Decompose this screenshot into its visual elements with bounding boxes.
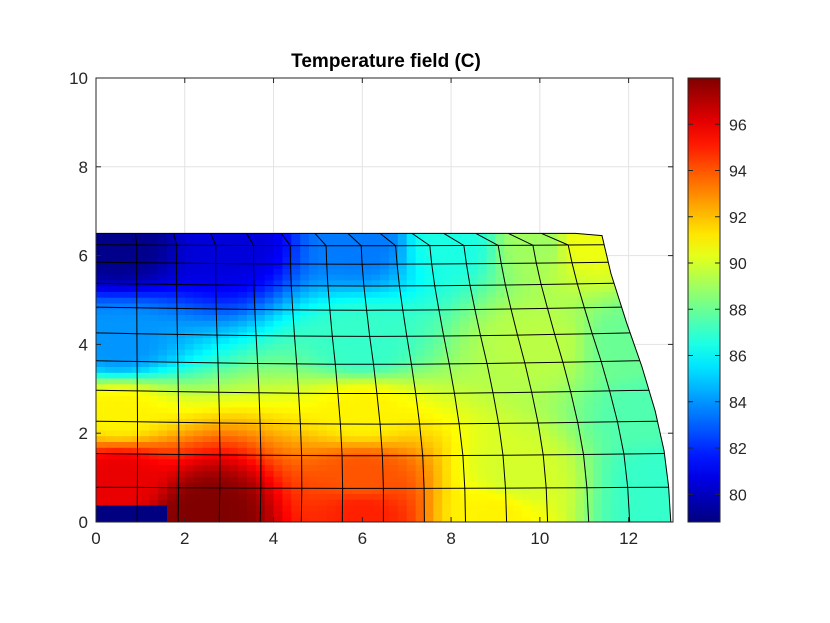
y-axis-tick-labels: 0 2 4 6 8 10 bbox=[69, 69, 88, 532]
x-axis-tick-labels: 0 2 4 6 8 10 12 bbox=[91, 529, 638, 548]
y-tick-label: 2 bbox=[79, 424, 88, 443]
colorbar-tick-label: 96 bbox=[729, 117, 747, 134]
colorbar-tick-label: 92 bbox=[729, 210, 747, 227]
chart-title: Temperature field (C) bbox=[291, 51, 481, 72]
y-tick-label: 8 bbox=[79, 158, 88, 177]
x-tick-label: 2 bbox=[180, 529, 189, 548]
y-tick-label: 10 bbox=[69, 69, 88, 88]
x-tick-label: 10 bbox=[530, 529, 549, 548]
mesh-column-line bbox=[173, 233, 180, 523]
x-tick-label: 0 bbox=[91, 529, 100, 548]
mesh-column-line bbox=[280, 233, 303, 523]
axis-tick-marks bbox=[95, 77, 673, 523]
mesh-lines bbox=[95, 232, 669, 523]
mesh-column-line bbox=[210, 233, 221, 523]
mesh-column-line bbox=[411, 232, 466, 523]
colorbar-tick-label: 88 bbox=[729, 302, 747, 319]
mesh-column-line bbox=[443, 232, 508, 523]
temperature-field bbox=[96, 233, 671, 522]
colorbar-tick-label: 94 bbox=[729, 164, 747, 181]
x-tick-label: 6 bbox=[358, 529, 367, 548]
mesh-column-line bbox=[246, 233, 262, 523]
mesh-column-line bbox=[314, 233, 344, 523]
domain-outline bbox=[95, 232, 672, 523]
colorbar-ticks: 80 82 84 86 88 90 92 94 96 bbox=[688, 117, 747, 504]
colorbar-tick-label: 84 bbox=[729, 395, 747, 412]
colorbar-tick-label: 80 bbox=[729, 487, 747, 504]
y-tick-label: 4 bbox=[79, 335, 88, 354]
colorbar-tick-label: 90 bbox=[729, 256, 747, 273]
mesh-column-line bbox=[508, 232, 590, 523]
y-tick-label: 6 bbox=[79, 247, 88, 266]
x-tick-label: 8 bbox=[446, 529, 455, 548]
axes-box bbox=[95, 77, 674, 523]
mesh-column-line bbox=[379, 233, 425, 523]
colorbar-tick-label: 86 bbox=[729, 349, 747, 366]
mesh-column-line bbox=[134, 233, 138, 523]
colorbar bbox=[688, 78, 720, 522]
colorbar-tick-label: 82 bbox=[729, 441, 747, 458]
colorbar-frame bbox=[687, 77, 721, 523]
mesh-column-line bbox=[347, 233, 384, 522]
y-tick-label: 0 bbox=[79, 513, 88, 532]
x-tick-label: 12 bbox=[619, 529, 638, 548]
x-tick-label: 4 bbox=[269, 529, 278, 548]
mesh-column-line bbox=[541, 232, 631, 523]
mesh-column-line bbox=[475, 232, 549, 523]
